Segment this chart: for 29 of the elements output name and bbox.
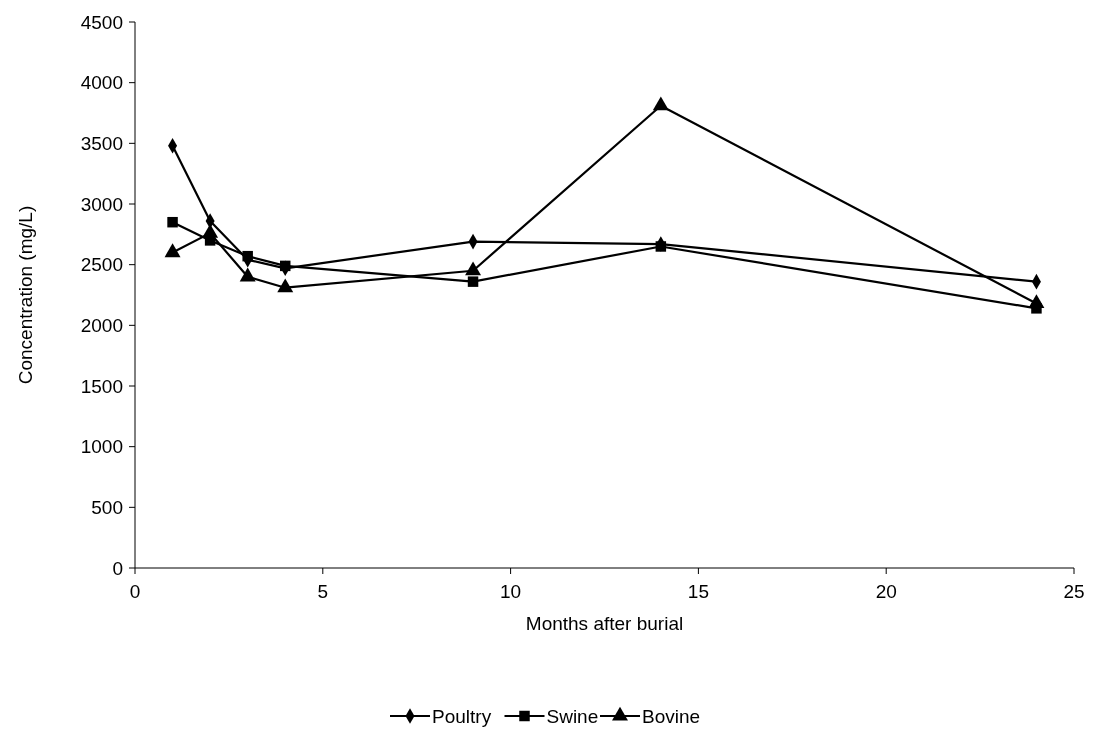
- x-axis-title: Months after burial: [525, 613, 684, 634]
- point: [277, 278, 294, 293]
- y-tick-label: 2500: [80, 254, 123, 276]
- y-tick-label: 4000: [80, 72, 123, 94]
- y-tick-label: 2000: [80, 314, 123, 336]
- x-tick-label: 15: [687, 581, 709, 602]
- x-tick-label: 0: [129, 581, 141, 602]
- legend-label: Swine: [546, 705, 599, 727]
- point: [465, 261, 482, 276]
- point: [467, 276, 479, 287]
- y-tick-label: 500: [91, 496, 123, 518]
- y-tick-label: 3000: [80, 193, 123, 215]
- x-tick-label: 20: [875, 581, 897, 602]
- x-tick-label: 5: [317, 581, 329, 602]
- point: [1031, 303, 1042, 314]
- point: [239, 267, 256, 282]
- y-tick-label: 0: [112, 557, 123, 579]
- y-tick-label: 3500: [80, 132, 123, 154]
- x-tick-label: 10: [500, 581, 522, 602]
- y-tick-label: 1000: [80, 436, 123, 458]
- legend-label: Bovine: [642, 705, 701, 727]
- legend-label: Poultry: [432, 705, 492, 727]
- y-tick-label: 1500: [80, 375, 123, 397]
- point: [167, 216, 178, 228]
- y-axis-title: Concentration (mg/L): [15, 205, 36, 385]
- point: [652, 96, 669, 111]
- x-tick-label: 25: [1063, 581, 1085, 602]
- point: [164, 243, 181, 258]
- y-tick-label: 4500: [80, 11, 123, 33]
